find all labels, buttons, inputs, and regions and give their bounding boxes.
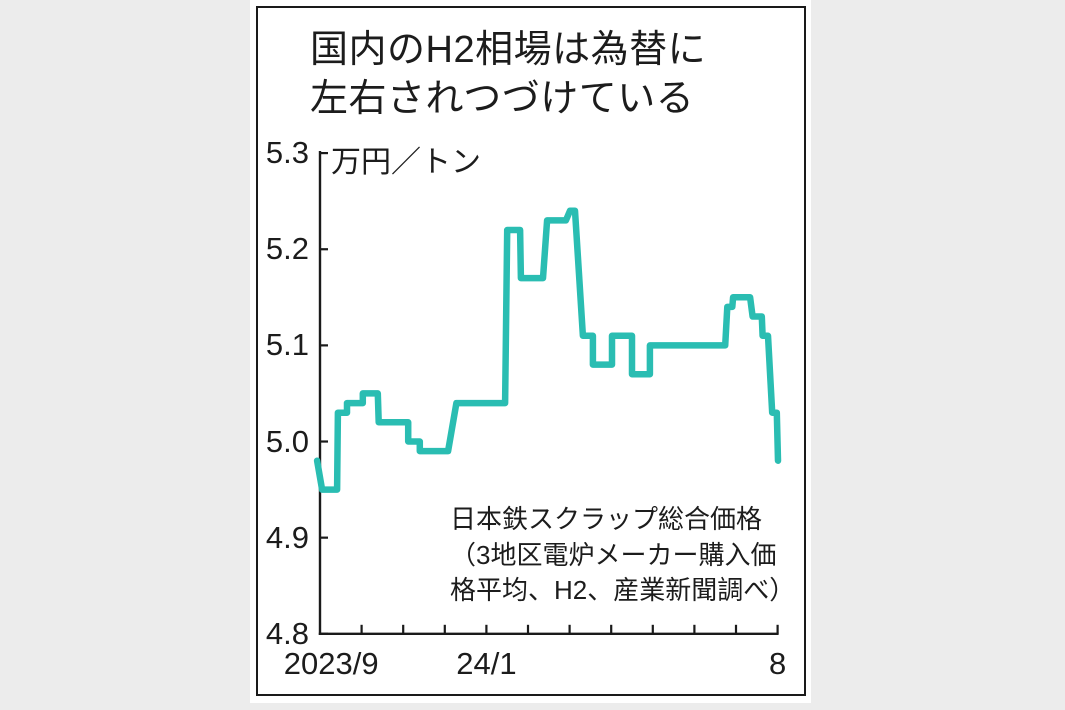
chart-title: 国内のH2相場は為替に 左右されつづけている bbox=[310, 29, 707, 120]
y-tick-label: 5.0 bbox=[265, 423, 309, 459]
y-tick-label: 4.9 bbox=[265, 519, 309, 555]
y-tick-label: 4.8 bbox=[265, 615, 309, 651]
figure-panel bbox=[250, 0, 811, 703]
x-tick-label: 8 bbox=[768, 646, 787, 681]
y-tick-label: 5.2 bbox=[265, 231, 309, 267]
x-tick-label: 24/1 bbox=[456, 646, 517, 681]
y-tick-label: 5.3 bbox=[265, 135, 309, 171]
y-tick-label: 5.1 bbox=[265, 327, 309, 363]
y-axis-unit-label: 万円／トン bbox=[331, 146, 481, 179]
x-tick-label: 2023/9 bbox=[283, 646, 379, 681]
price-line bbox=[313, 207, 782, 493]
source-annotation: 日本鉄スクラップ総合価格 （3地区電炉メーカー購入価 格平均、H2、産業新聞調べ… bbox=[450, 504, 796, 605]
figure-border bbox=[256, 6, 806, 696]
